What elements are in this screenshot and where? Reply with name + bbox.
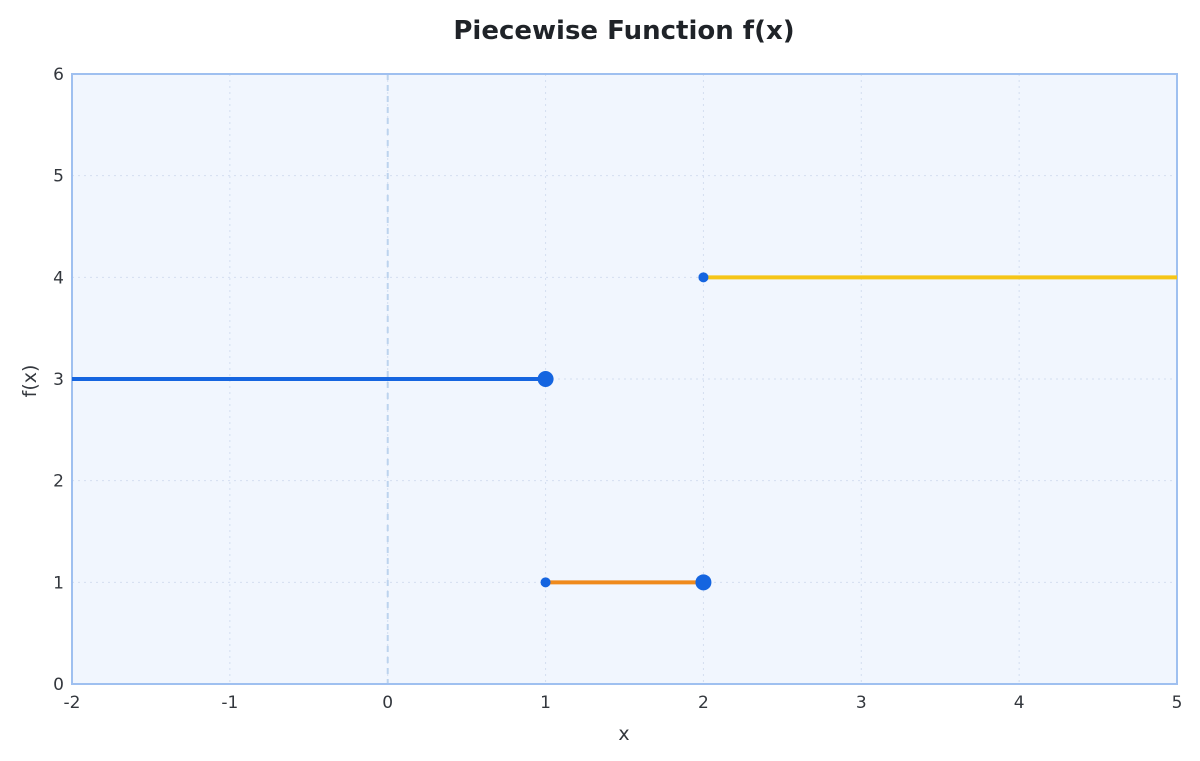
y-tick-label: 5 <box>53 167 64 187</box>
y-tick-label: 4 <box>53 268 64 288</box>
x-tick-label: 3 <box>856 693 867 713</box>
x-tick-label: 0 <box>382 693 393 713</box>
closed-endpoint-3 <box>695 574 712 591</box>
chart-title: Piecewise Function f(x) <box>453 16 794 46</box>
y-axis-label: f(x) <box>19 365 41 398</box>
open-endpoint-2 <box>540 577 551 588</box>
x-axis-label: x <box>618 723 629 745</box>
y-tick-label: 0 <box>53 675 64 695</box>
plot-area: -2 -1 0 1 2 3 4 5 0 1 2 3 4 5 6 <box>53 65 1182 713</box>
y-tick-label: 6 <box>53 65 64 85</box>
y-tick-label: 1 <box>53 573 64 593</box>
x-tick-label: 5 <box>1172 693 1183 713</box>
x-tick-label: 1 <box>540 693 551 713</box>
x-tick-label: 2 <box>698 693 709 713</box>
y-tick-label: 3 <box>53 370 64 390</box>
x-tick-label: -2 <box>64 693 81 713</box>
open-endpoint-4 <box>698 272 709 283</box>
x-tick-label: 4 <box>1014 693 1025 713</box>
closed-endpoint-1 <box>537 371 554 387</box>
x-tick-label: -1 <box>221 693 238 713</box>
y-tick-label: 2 <box>53 472 64 492</box>
